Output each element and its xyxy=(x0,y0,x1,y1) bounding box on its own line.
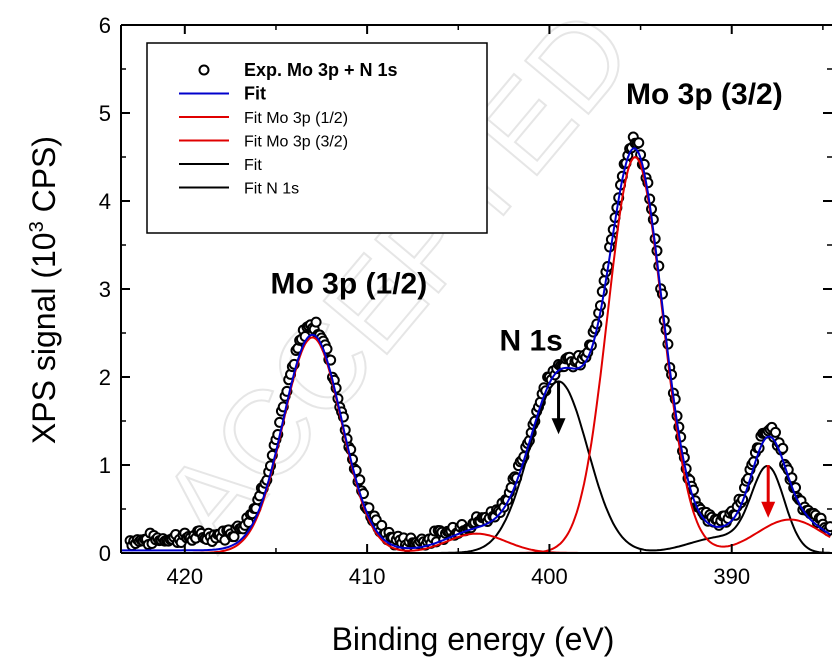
data-point xyxy=(633,137,645,149)
axes xyxy=(120,24,832,554)
y-tick-label: 5 xyxy=(99,101,111,126)
legend: Exp. Mo 3p + N 1s Fit Fit Mo 3p (1/2) Fit M… xyxy=(146,42,488,234)
y-axis-title-sup: 3 xyxy=(26,221,48,232)
data-point xyxy=(769,426,781,438)
y-tick-label: 3 xyxy=(99,277,111,302)
y-axis-title: XPS signal (103 CPS) xyxy=(26,136,62,444)
data-point xyxy=(824,521,832,533)
series-fit-mo-3p-1-2- xyxy=(121,336,831,553)
data-point xyxy=(310,316,322,328)
x-tick-label: 390 xyxy=(713,564,750,589)
x-axis-title: Binding energy (eV) xyxy=(332,621,615,657)
y-tick-label: 1 xyxy=(99,453,111,478)
y-tick-label: 0 xyxy=(99,541,111,566)
peak-label: Mo 3p (1/2) xyxy=(271,267,428,300)
arrow-head xyxy=(551,418,566,435)
series-fit-mo-3p-3-2- xyxy=(121,155,831,553)
legend-label: Fit N 1s xyxy=(244,181,299,198)
x-tick-label: 410 xyxy=(349,564,386,589)
peak-label: Mo 3p (3/2) xyxy=(626,78,783,111)
legend-label: Fit xyxy=(244,84,266,104)
tick-labels: 0 1 2 3 4 5 6 420 410 400 390 xyxy=(99,13,750,589)
legend-label: Exp. Mo 3p + N 1s xyxy=(244,60,398,80)
x-tick-label: 400 xyxy=(531,564,568,589)
y-axis-title-tail: CPS) xyxy=(26,136,62,221)
series-fit-n-1s xyxy=(121,380,831,553)
y-axis-title-main: XPS signal (10 xyxy=(26,232,62,444)
x-tick-label: 420 xyxy=(166,564,203,589)
series-total-fit xyxy=(121,147,831,552)
y-tick-label: 6 xyxy=(99,13,111,38)
y-tick-label: 2 xyxy=(99,365,111,390)
arrow-head xyxy=(761,501,776,518)
legend-label: Fit Mo 3p (3/2) xyxy=(244,134,348,151)
peak-annotations: Mo 3p (1/2) Mo 3p (3/2) N 1s xyxy=(271,78,783,518)
peak-label: N 1s xyxy=(500,325,563,358)
legend-label: Fit xyxy=(244,157,262,174)
legend-label: Fit Mo 3p (1/2) xyxy=(244,110,348,127)
legend-marker-circle xyxy=(198,64,210,76)
curve-layer xyxy=(121,131,832,553)
y-tick-label: 4 xyxy=(99,189,111,214)
